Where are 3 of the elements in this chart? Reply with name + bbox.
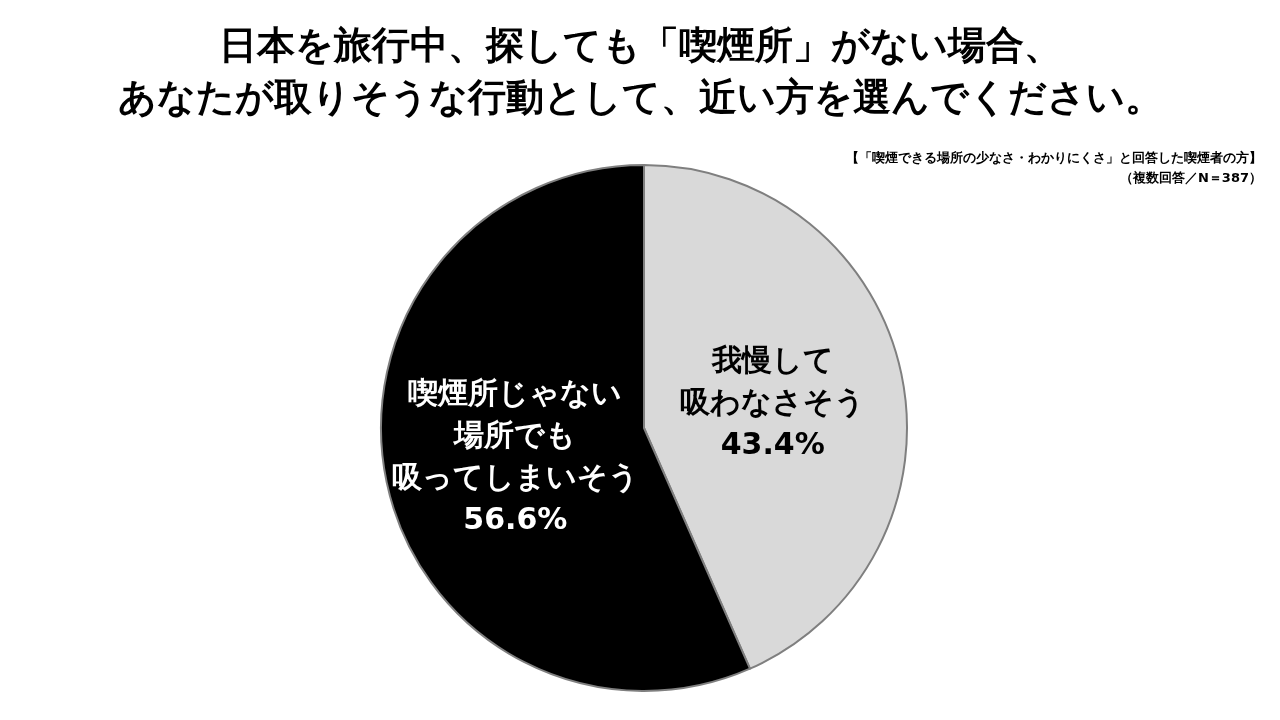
title: 日本を旅行中、探しても「喫煙所」がない場合、あなたが取りそうな行動として、近い方を選んでください。 [117,23,1163,119]
annotation: （複数回答／N＝387） [1119,170,1262,185]
subtitle: 【「喫煙できる場所の少なさ・わかりにくさ」と回答した喫煙者の方】 [846,150,1262,165]
